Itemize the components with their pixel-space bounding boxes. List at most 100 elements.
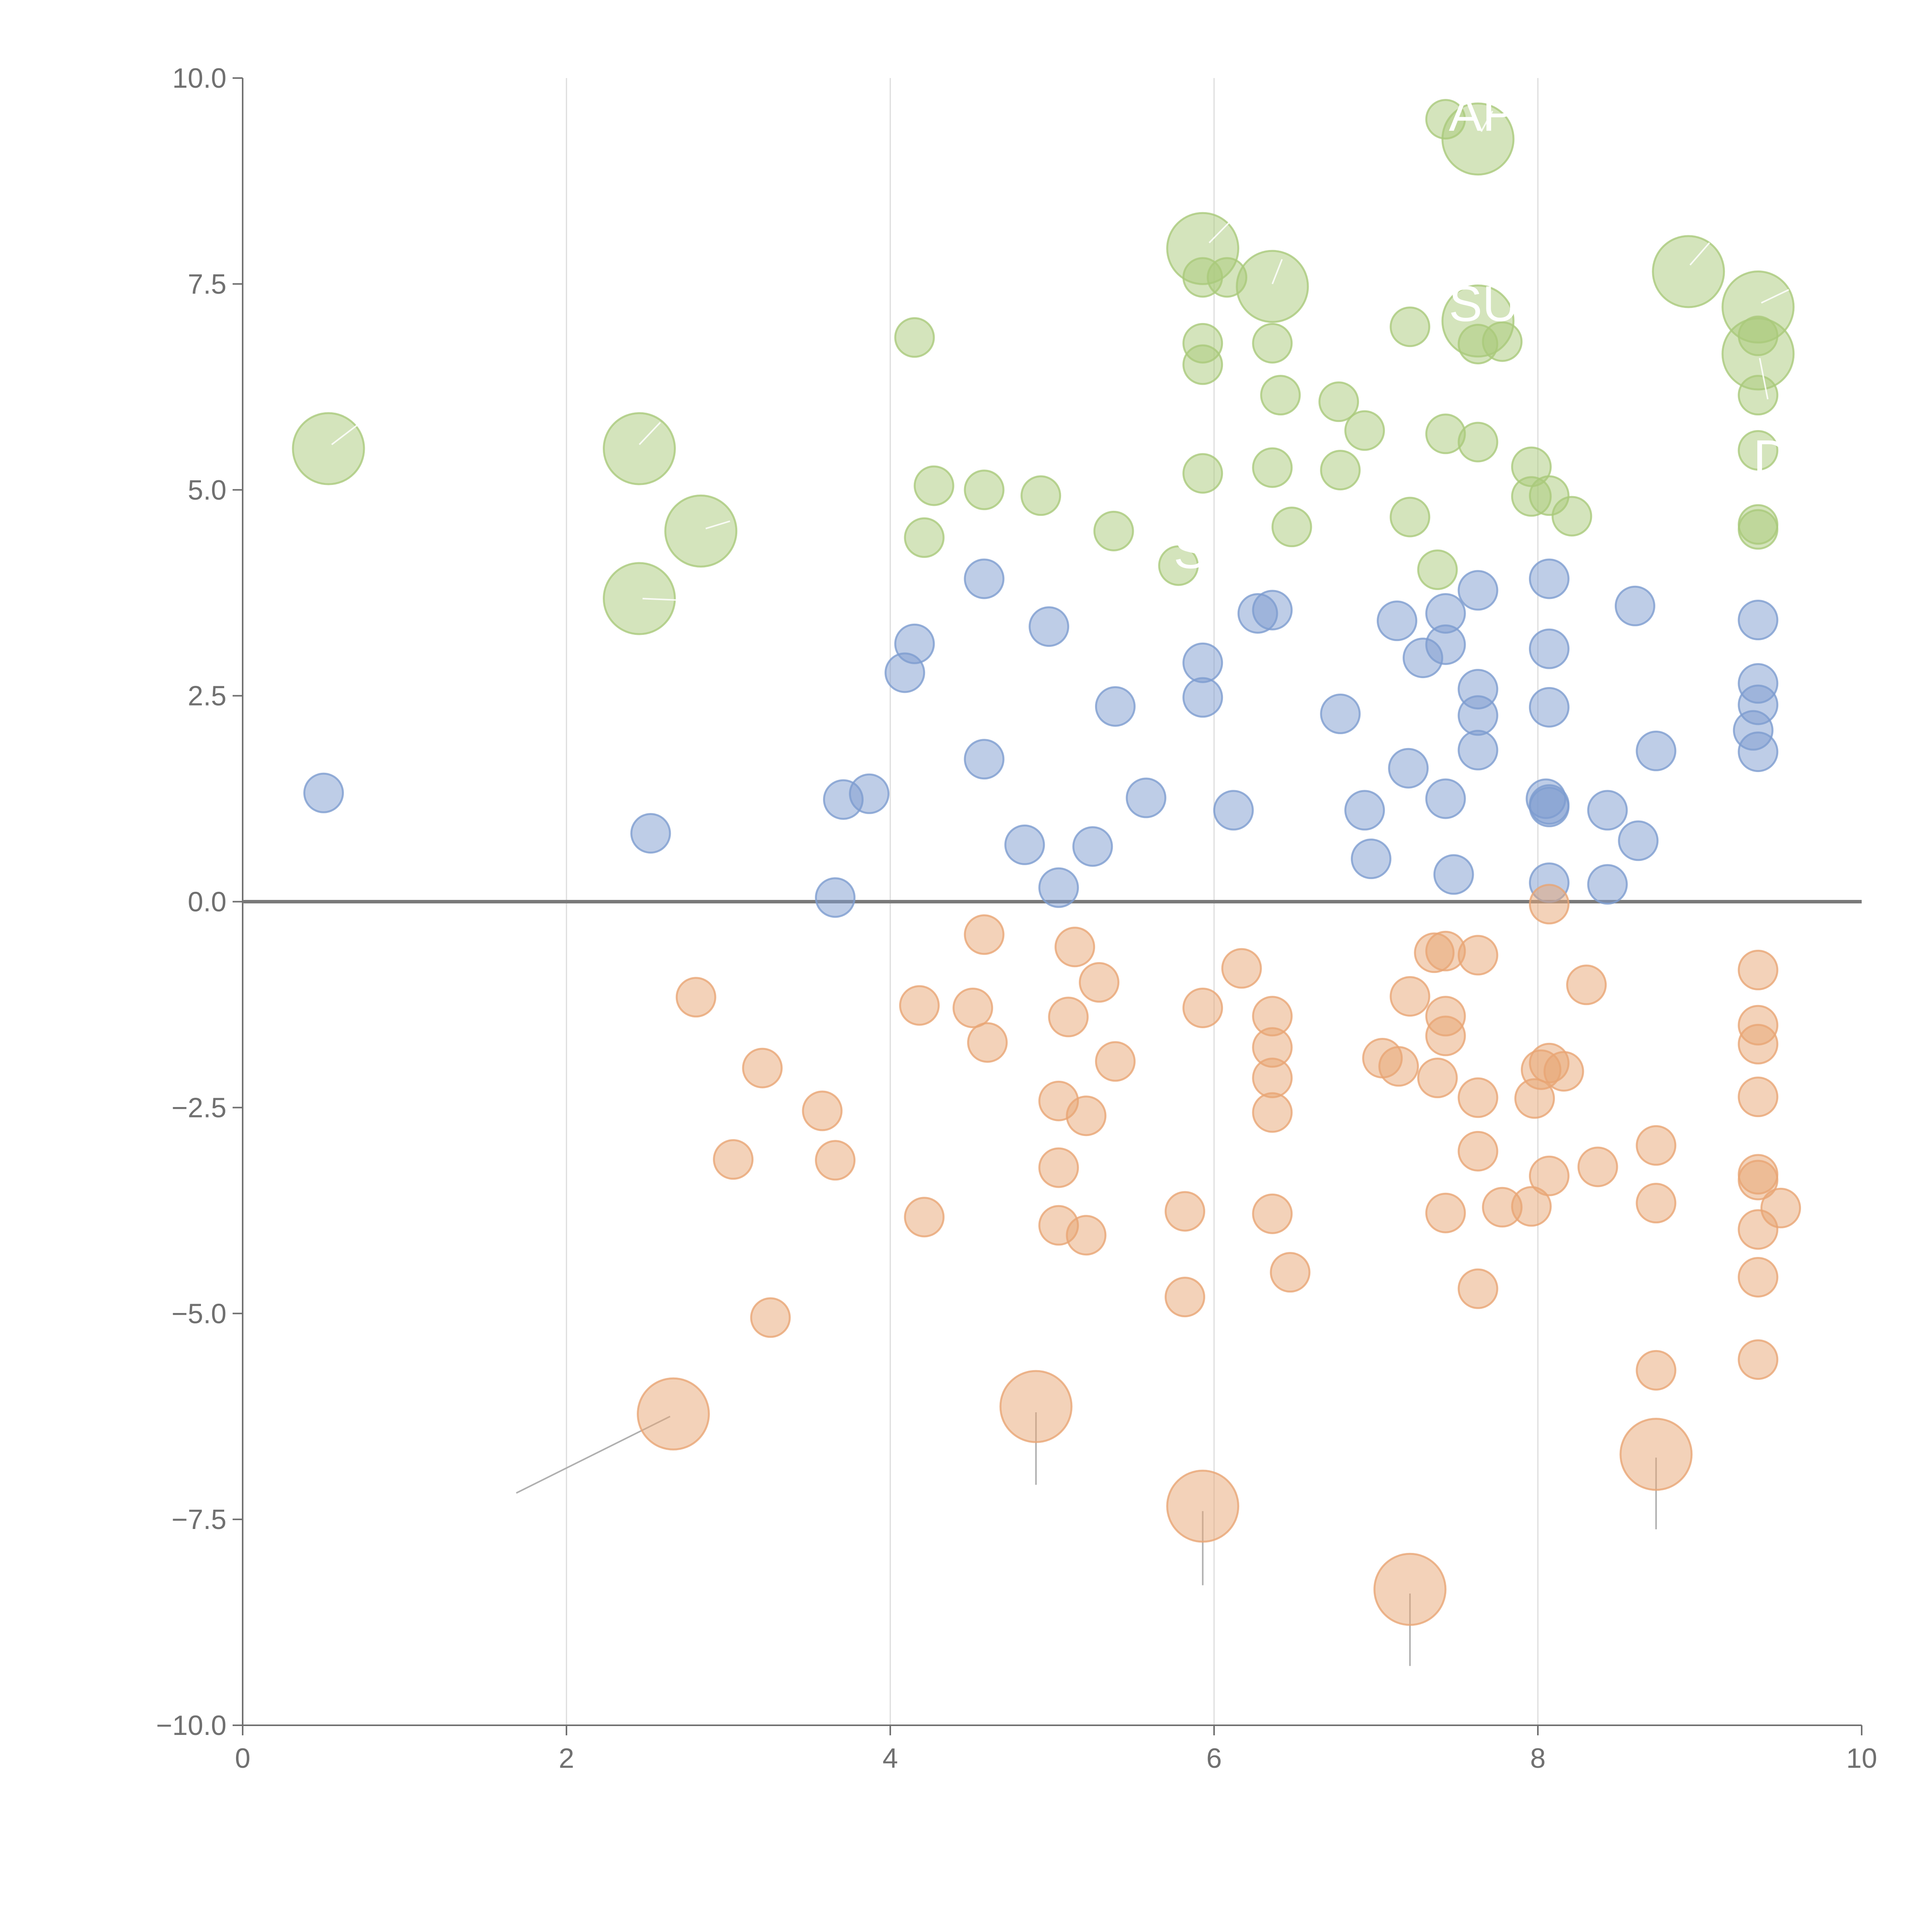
data-point-orange [1425, 1192, 1466, 1233]
data-point-large-green [603, 412, 676, 485]
data-point-blue [1529, 786, 1570, 827]
y-tick-label: 2.5 [188, 681, 226, 712]
data-point-green [1738, 430, 1779, 471]
data-point-blue [1458, 695, 1498, 736]
data-point-orange [1458, 1268, 1498, 1309]
data-point-blue [964, 558, 1005, 599]
leader-line [1480, 111, 1493, 132]
data-point-orange [1378, 1046, 1419, 1087]
data-point-blue [1038, 867, 1079, 908]
data-point-blue [1213, 790, 1254, 831]
data-point-large-green [603, 562, 676, 635]
data-point-blue [1388, 748, 1429, 789]
data-point-orange [1566, 964, 1607, 1005]
data-point-blue [1344, 790, 1385, 831]
data-point-orange [1182, 987, 1223, 1028]
data-point-green [1158, 545, 1199, 586]
data-point-green [1389, 306, 1430, 347]
data-point-blue [1350, 838, 1391, 879]
data-point-orange [1079, 962, 1120, 1003]
data-point-green [1252, 447, 1293, 488]
data-point-orange [1636, 1125, 1677, 1166]
data-point-blue [1529, 628, 1570, 669]
x-tick-label: 8 [1530, 1743, 1546, 1774]
data-point-green [1551, 496, 1592, 537]
y-tick-label: 7.5 [188, 269, 226, 300]
data-point-orange [802, 1090, 843, 1131]
data-point-orange [1511, 1186, 1552, 1227]
data-point-orange [1529, 884, 1570, 925]
data-point-orange [1221, 948, 1262, 989]
data-point-green [1458, 422, 1498, 463]
data-point-large-green [1721, 317, 1795, 391]
data-point-orange [1165, 1277, 1206, 1318]
data-point-orange [1389, 976, 1430, 1017]
leader-line [705, 520, 730, 529]
bubble-label: SU [1449, 276, 1519, 332]
x-tick-label: 0 [235, 1743, 250, 1774]
data-point-orange [1095, 1041, 1136, 1082]
axes: 10.0 7.5 5.0 2.5 0.0 −2.5 −5.0 −7.5 −10.0 0 2 4 6 8 10 [156, 63, 1877, 1774]
data-point-blue [1738, 600, 1779, 641]
data-point-orange [713, 1139, 754, 1180]
data-point-blue [1425, 624, 1466, 665]
x-tick-label: 6 [1206, 1743, 1222, 1774]
data-point-green [904, 517, 945, 558]
data-point-green [1182, 344, 1223, 385]
data-point-green [913, 465, 954, 506]
data-point-green [1260, 375, 1301, 416]
data-point-large-green [1652, 235, 1725, 308]
data-point-blue [1425, 778, 1466, 819]
data-point-green [1738, 509, 1779, 550]
data-point-blue [1029, 606, 1070, 647]
data-point-blue [303, 772, 344, 813]
y-tick-label: 0.0 [188, 887, 226, 918]
data-point-orange [1738, 1024, 1779, 1065]
data-point-orange [1458, 935, 1498, 976]
data-point-blue [1587, 864, 1628, 905]
bubble-label: D [1753, 429, 1789, 486]
data-point-orange [1543, 1051, 1584, 1092]
data-point-orange [1738, 1160, 1779, 1201]
data-point-blue [1004, 824, 1045, 865]
y-tick-label: 5.0 [188, 475, 226, 506]
data-point-blue [1458, 730, 1498, 770]
data-point-blue [630, 813, 671, 854]
data-point-green [894, 317, 935, 358]
data-point-orange [1738, 1257, 1779, 1298]
leader-line [1271, 259, 1283, 284]
data-point-orange [742, 1048, 783, 1088]
data-point-green [1320, 450, 1361, 491]
data-point-large-green [664, 494, 738, 568]
leader-line [1689, 242, 1710, 266]
data-point-orange [1048, 997, 1089, 1037]
data-point-green [1344, 410, 1385, 451]
data-point-orange [1165, 1191, 1206, 1232]
data-point-blue [1529, 558, 1570, 599]
data-point-large-green [1236, 250, 1309, 323]
data-point-orange [1066, 1215, 1107, 1256]
data-point-blue [1182, 677, 1223, 718]
data-point-blue [1614, 585, 1655, 626]
data-point-large-orange [1373, 1553, 1447, 1626]
leader-lines [516, 1412, 1657, 1666]
leader-line [331, 424, 358, 446]
data-point-orange [1738, 1077, 1779, 1117]
data-point-orange [904, 1197, 945, 1238]
data-point-orange [1577, 1146, 1618, 1187]
x-tick-label: 2 [559, 1743, 574, 1774]
data-point-blue [1636, 730, 1677, 771]
data-point-blue [1072, 826, 1113, 867]
data-point-blue [1320, 694, 1361, 735]
data-point-green [1271, 507, 1312, 548]
data-point-blue [1529, 687, 1570, 728]
data-point-green [1182, 453, 1223, 494]
y-tick-label: 10.0 [172, 63, 226, 94]
data-point-blue [1738, 731, 1779, 772]
data-point-green [1252, 323, 1293, 364]
data-point-orange [967, 1022, 1008, 1063]
data-point-green [1093, 510, 1134, 551]
y-tick-label: −7.5 [172, 1504, 226, 1535]
data-point-blue [1095, 686, 1136, 727]
